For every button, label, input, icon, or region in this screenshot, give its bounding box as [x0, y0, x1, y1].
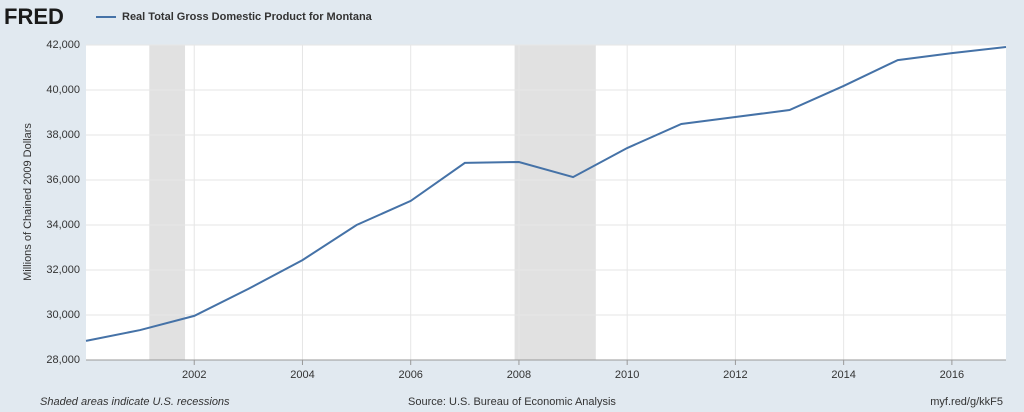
y-tick-label: 36,000 [46, 174, 80, 186]
y-tick-label: 32,000 [46, 264, 80, 276]
recession-band [514, 45, 596, 360]
y-tick-label: 28,000 [46, 354, 80, 366]
recession-band [149, 45, 186, 360]
x-tick-label: 2014 [831, 369, 855, 381]
y-tick-label: 38,000 [46, 129, 80, 141]
x-tick-label: 2016 [940, 369, 964, 381]
y-tick-label: 40,000 [46, 84, 80, 96]
source: Source: U.S. Bureau of Economic Analysis [408, 396, 616, 408]
x-tick-label: 2012 [723, 369, 747, 381]
y-tick-label: 34,000 [46, 219, 80, 231]
x-tick-label: 2002 [182, 369, 206, 381]
link[interactable]: myf.red/g/kkF5 [930, 396, 1003, 408]
footer-note: Shaded areas indicate U.S. recessions [40, 396, 230, 408]
x-tick-label: 2008 [507, 369, 531, 381]
logo: FRED [4, 4, 64, 29]
y-tick-label: 42,000 [46, 39, 80, 51]
y-tick-label: 30,000 [46, 309, 80, 321]
legend-label: Real Total Gross Domestic Product for Mo… [122, 11, 373, 23]
x-tick-label: 2010 [615, 369, 639, 381]
series-line [85, 46, 1007, 342]
x-tick-label: 2006 [398, 369, 422, 381]
x-tick-label: 2004 [290, 369, 314, 381]
y-axis-label: Millions of Chained 2009 Dollars [22, 123, 34, 281]
